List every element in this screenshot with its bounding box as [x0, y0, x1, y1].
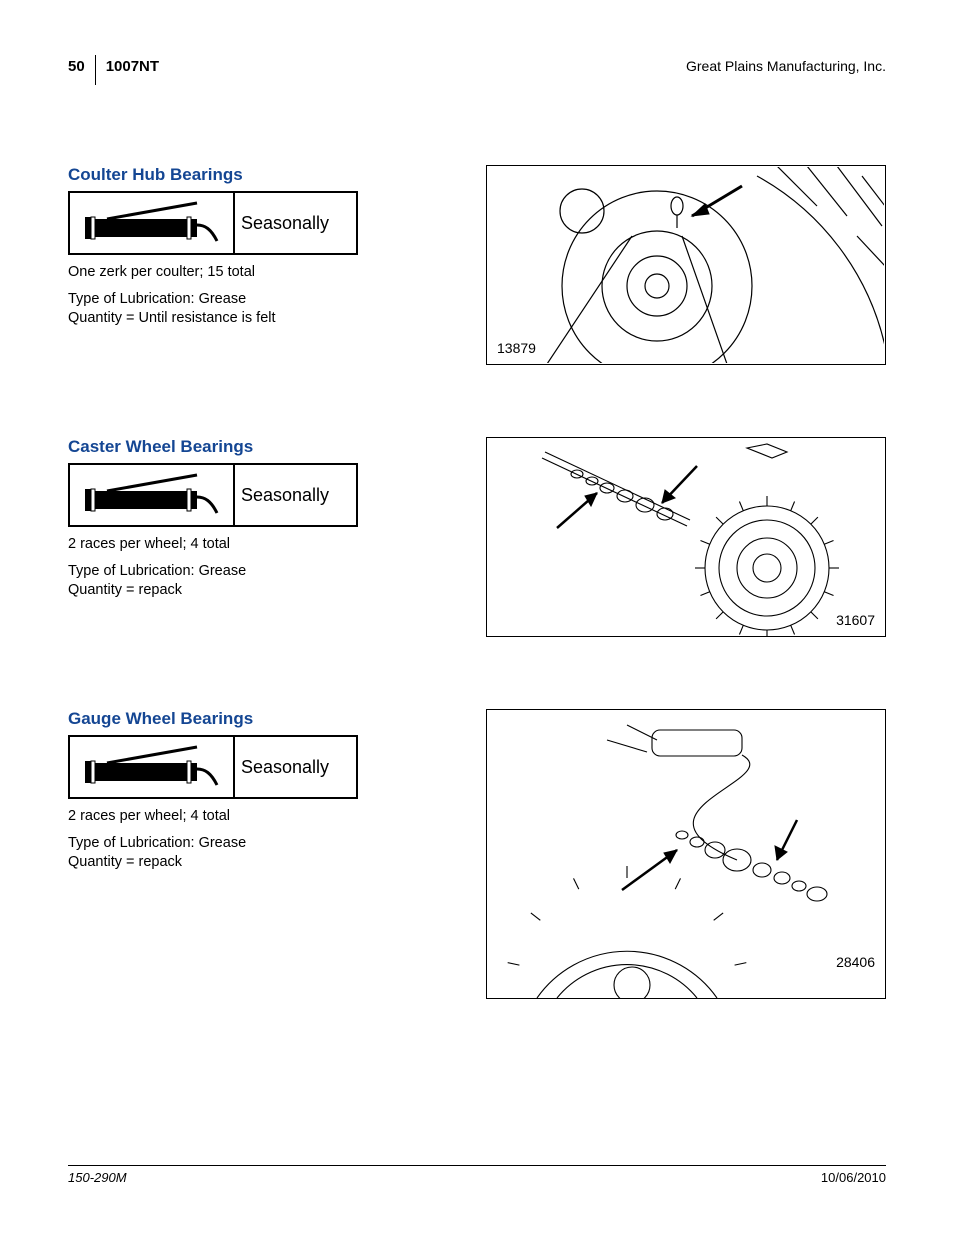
lubrication-section: Caster Wheel Bearings Seasonally 2 races… [68, 437, 886, 637]
note-line: One zerk per coulter; 15 total [68, 263, 428, 282]
doc-date: 10/06/2010 [821, 1170, 886, 1185]
lubrication-interval-box: Seasonally [68, 735, 358, 799]
section-text-column: Gauge Wheel Bearings Seasonally 2 races … [68, 709, 428, 872]
section-text-column: Coulter Hub Bearings Seasonally One zerk… [68, 165, 428, 328]
header-left: 50 1007NT [68, 58, 159, 85]
interval-label: Seasonally [235, 465, 356, 525]
lubrication-interval-box: Seasonally [68, 191, 358, 255]
page-number: 50 [68, 58, 95, 75]
figure-number: 31607 [836, 612, 875, 628]
grease-gun-icon [70, 193, 235, 253]
section-description: 2 races per wheel; 4 total Type of Lubri… [68, 807, 428, 872]
figure-number: 28406 [836, 954, 875, 970]
grease-gun-icon [70, 465, 235, 525]
grease-gun-icon [70, 737, 235, 797]
lubrication-section: Coulter Hub Bearings Seasonally One zerk… [68, 165, 886, 365]
section-description: 2 races per wheel; 4 total Type of Lubri… [68, 535, 428, 600]
doc-number: 150-290M [68, 1170, 127, 1185]
figure-box: 31607 [486, 437, 886, 637]
lubrication-interval-box: Seasonally [68, 463, 358, 527]
section-title: Gauge Wheel Bearings [68, 709, 428, 729]
interval-label: Seasonally [235, 737, 356, 797]
figure-box: 13879 [486, 165, 886, 365]
section-title: Coulter Hub Bearings [68, 165, 428, 185]
lube-type-line: Type of Lubrication: GreaseQuantity = re… [68, 562, 428, 600]
note-line: 2 races per wheel; 4 total [68, 807, 428, 826]
model-number: 1007NT [106, 58, 159, 75]
interval-label: Seasonally [235, 193, 356, 253]
page-footer: 150-290M 10/06/2010 [68, 1165, 886, 1185]
page-header: 50 1007NT Great Plains Manufacturing, In… [68, 58, 886, 91]
company-name: Great Plains Manufacturing, Inc. [686, 58, 886, 74]
section-text-column: Caster Wheel Bearings Seasonally 2 races… [68, 437, 428, 600]
lubrication-section: Gauge Wheel Bearings Seasonally 2 races … [68, 709, 886, 999]
figure-number: 13879 [497, 340, 536, 356]
section-title: Caster Wheel Bearings [68, 437, 428, 457]
lube-type-line: Type of Lubrication: GreaseQuantity = re… [68, 834, 428, 872]
note-line: 2 races per wheel; 4 total [68, 535, 428, 554]
figure-box: 28406 [486, 709, 886, 999]
lube-type-line: Type of Lubrication: GreaseQuantity = Un… [68, 290, 428, 328]
header-divider [95, 55, 96, 85]
section-description: One zerk per coulter; 15 total Type of L… [68, 263, 428, 328]
